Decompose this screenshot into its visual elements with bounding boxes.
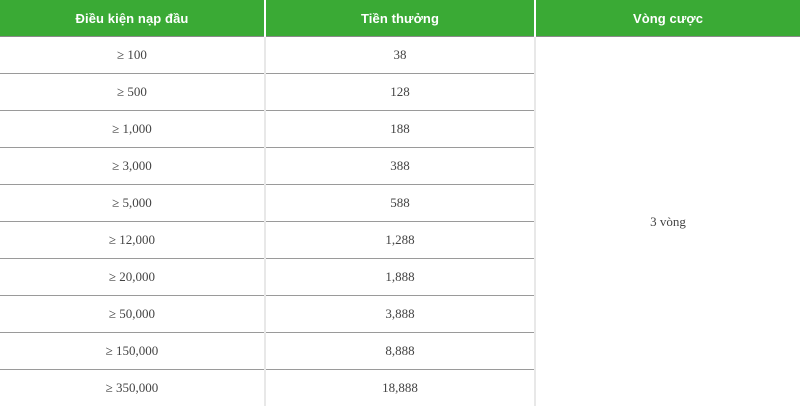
cell-bonus-amount: 388: [265, 148, 535, 185]
cell-bonus-amount: 1,288: [265, 222, 535, 259]
cell-deposit-condition: ≥ 350,000: [0, 370, 265, 406]
cell-bonus-amount: 8,888: [265, 333, 535, 370]
cell-deposit-condition: ≥ 1,000: [0, 111, 265, 148]
cell-deposit-condition: ≥ 150,000: [0, 333, 265, 370]
table-header-row: Điều kiện nạp đầu Tiền thưởng Vòng cược: [0, 0, 800, 37]
cell-deposit-condition: ≥ 500: [0, 74, 265, 111]
cell-wager-rounds: 3 vòng: [535, 37, 800, 406]
cell-deposit-condition: ≥ 5,000: [0, 185, 265, 222]
cell-bonus-amount: 38: [265, 37, 535, 74]
column-header-bonus-amount: Tiền thưởng: [265, 0, 535, 37]
table-body: ≥ 100 38 3 vòng ≥ 500 128 ≥ 1,000 188 ≥ …: [0, 37, 800, 406]
cell-deposit-condition: ≥ 50,000: [0, 296, 265, 333]
cell-bonus-amount: 1,888: [265, 259, 535, 296]
cell-bonus-amount: 3,888: [265, 296, 535, 333]
cell-deposit-condition: ≥ 20,000: [0, 259, 265, 296]
cell-bonus-amount: 18,888: [265, 370, 535, 406]
cell-bonus-amount: 588: [265, 185, 535, 222]
cell-bonus-amount: 188: [265, 111, 535, 148]
cell-bonus-amount: 128: [265, 74, 535, 111]
cell-deposit-condition: ≥ 12,000: [0, 222, 265, 259]
cell-deposit-condition: ≥ 3,000: [0, 148, 265, 185]
cell-deposit-condition: ≥ 100: [0, 37, 265, 74]
table-row: ≥ 100 38 3 vòng: [0, 37, 800, 74]
column-header-wager-rounds: Vòng cược: [535, 0, 800, 37]
column-header-deposit-condition: Điều kiện nạp đầu: [0, 0, 265, 37]
table-header: Điều kiện nạp đầu Tiền thưởng Vòng cược: [0, 0, 800, 37]
